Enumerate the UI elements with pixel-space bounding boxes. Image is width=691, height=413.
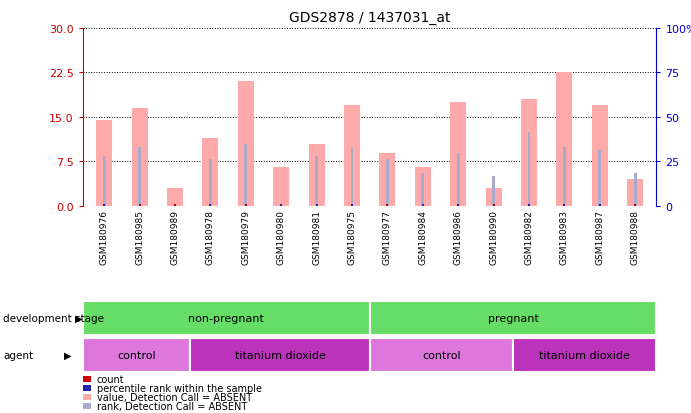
Bar — [486, 189, 502, 206]
Bar — [386, 204, 388, 206]
Bar — [351, 204, 352, 206]
Bar — [634, 204, 636, 206]
Bar — [191, 339, 370, 372]
Bar — [202, 138, 218, 206]
Bar — [273, 168, 289, 206]
Text: non-pregnant: non-pregnant — [189, 313, 264, 323]
Bar — [634, 204, 636, 206]
Bar — [563, 204, 565, 206]
Bar — [138, 147, 141, 206]
Text: count: count — [97, 374, 124, 384]
Bar — [492, 177, 495, 206]
Text: GSM180982: GSM180982 — [524, 209, 533, 264]
Bar — [521, 100, 537, 206]
Bar — [379, 153, 395, 206]
Bar — [344, 106, 360, 206]
Bar — [563, 147, 566, 206]
Bar — [422, 204, 424, 206]
Bar — [591, 106, 608, 206]
Bar — [422, 174, 424, 206]
Bar — [634, 174, 636, 206]
Bar — [103, 204, 105, 206]
Bar — [174, 204, 176, 206]
Text: titanium dioxide: titanium dioxide — [235, 350, 325, 360]
Bar — [96, 121, 112, 206]
Bar — [139, 204, 140, 206]
Bar — [493, 204, 495, 206]
Bar — [457, 204, 459, 206]
Bar — [457, 153, 460, 206]
Text: GSM180989: GSM180989 — [171, 209, 180, 264]
Text: control: control — [117, 350, 156, 360]
Bar — [387, 204, 388, 206]
Bar — [386, 159, 389, 206]
Text: value, Detection Call = ABSENT: value, Detection Call = ABSENT — [97, 392, 252, 402]
Text: GSM180990: GSM180990 — [489, 209, 498, 264]
Text: ▶: ▶ — [75, 313, 82, 323]
Bar — [138, 204, 141, 206]
Bar — [457, 204, 460, 206]
Bar — [350, 147, 353, 206]
Bar — [309, 145, 325, 206]
Bar — [564, 204, 565, 206]
Bar — [451, 103, 466, 206]
Bar — [245, 145, 247, 206]
Bar — [351, 204, 353, 206]
Bar — [370, 339, 513, 372]
Text: GSM180988: GSM180988 — [631, 209, 640, 264]
Bar — [370, 301, 656, 335]
Text: control: control — [422, 350, 461, 360]
Bar — [528, 204, 530, 206]
Bar — [209, 204, 211, 206]
Bar — [599, 204, 600, 206]
Bar — [104, 204, 105, 206]
Text: GSM180980: GSM180980 — [276, 209, 285, 264]
Bar — [131, 109, 148, 206]
Text: titanium dioxide: titanium dioxide — [539, 350, 630, 360]
Bar — [83, 301, 370, 335]
Bar — [627, 180, 643, 206]
Text: GSM180983: GSM180983 — [560, 209, 569, 264]
Text: percentile rank within the sample: percentile rank within the sample — [97, 383, 262, 393]
Text: ▶: ▶ — [64, 350, 71, 360]
Bar — [209, 159, 211, 206]
Text: rank, Detection Call = ABSENT: rank, Detection Call = ABSENT — [97, 401, 247, 411]
Bar — [315, 156, 318, 206]
Bar — [245, 204, 247, 206]
Bar — [493, 204, 494, 206]
Text: GSM180975: GSM180975 — [348, 209, 357, 264]
Bar — [422, 204, 424, 206]
Text: GSM180978: GSM180978 — [206, 209, 215, 264]
Title: GDS2878 / 1437031_at: GDS2878 / 1437031_at — [289, 11, 451, 25]
Bar — [598, 150, 601, 206]
Bar — [316, 204, 318, 206]
Bar — [280, 204, 282, 206]
Text: GSM180979: GSM180979 — [241, 209, 250, 264]
Text: agent: agent — [3, 350, 34, 360]
Bar — [103, 156, 106, 206]
Text: GSM180985: GSM180985 — [135, 209, 144, 264]
Text: GSM180984: GSM180984 — [418, 209, 427, 264]
Text: pregnant: pregnant — [488, 313, 538, 323]
Text: GSM180976: GSM180976 — [100, 209, 108, 264]
Text: GSM180977: GSM180977 — [383, 209, 392, 264]
Bar — [528, 133, 531, 206]
Bar — [415, 168, 430, 206]
Bar — [513, 339, 656, 372]
Text: GSM180986: GSM180986 — [454, 209, 463, 264]
Text: GSM180987: GSM180987 — [596, 209, 605, 264]
Bar — [316, 204, 317, 206]
Text: GSM180981: GSM180981 — [312, 209, 321, 264]
Bar — [556, 74, 572, 206]
Bar — [209, 204, 211, 206]
Bar — [598, 204, 601, 206]
Bar — [167, 189, 183, 206]
Bar — [238, 82, 254, 206]
Bar — [529, 204, 530, 206]
Bar — [281, 204, 282, 206]
Bar — [83, 339, 191, 372]
Text: development stage: development stage — [3, 313, 104, 323]
Bar — [245, 204, 247, 206]
